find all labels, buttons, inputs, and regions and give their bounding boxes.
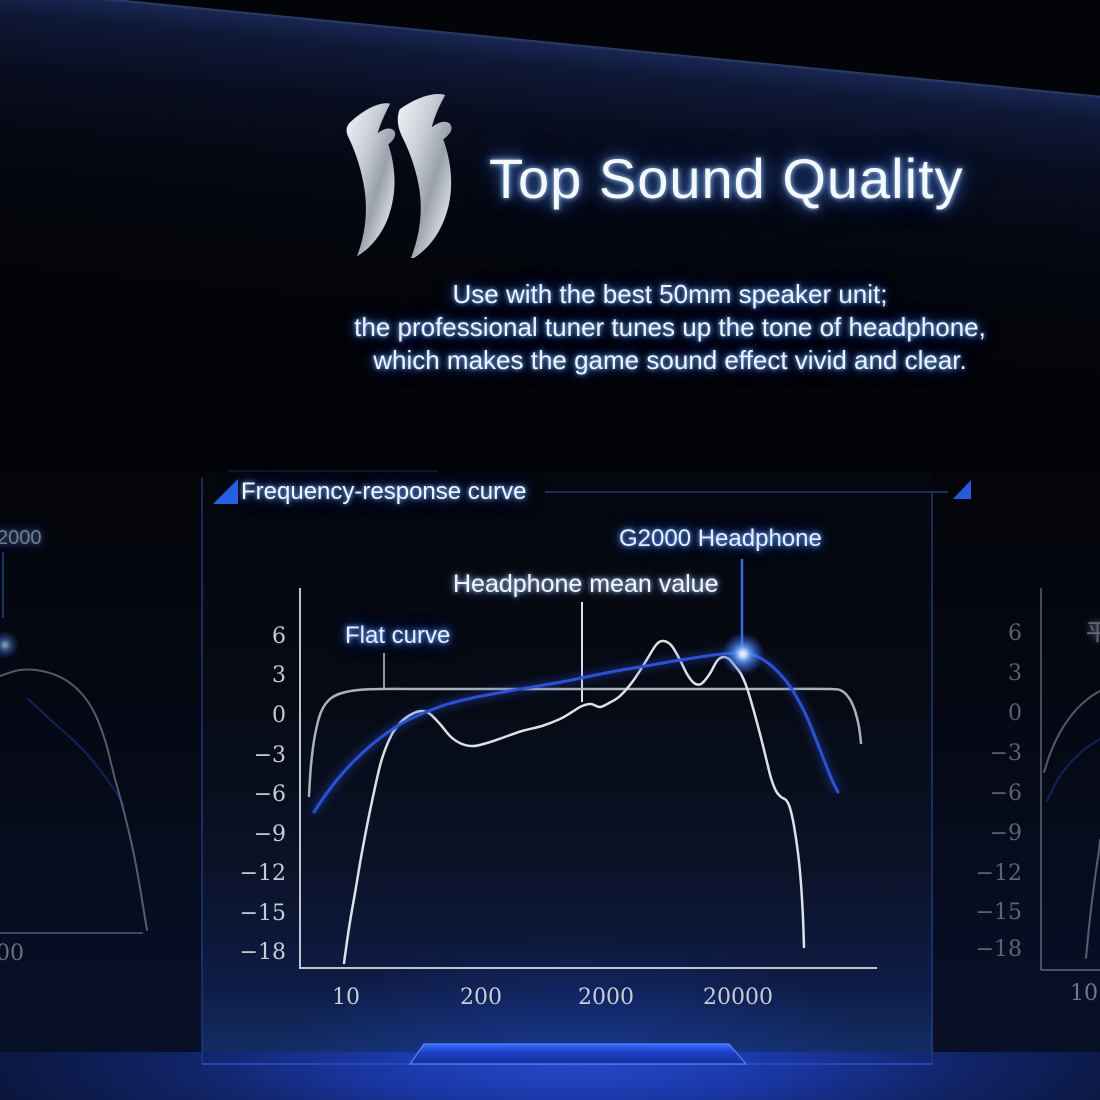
x-axis-tick: 200 (460, 985, 502, 1010)
g2000-glow-dot-core (738, 649, 748, 659)
right-fragment-x-tick: 10 (1070, 981, 1098, 1006)
flat-curve-path (307, 687, 863, 798)
g2000-curve-path (312, 651, 840, 814)
right-fragment-y-axis-tick: −15 (975, 900, 1022, 925)
mean-value-label: Headphone mean value (453, 570, 719, 598)
left-fragment-blue-curve (27, 698, 125, 807)
right-fragment-blue-curve (1046, 738, 1100, 802)
right-fragment-y-axis-tick: −9 (989, 821, 1022, 846)
subtitle-block: Use with the best 50mm speaker unit; the… (240, 278, 1100, 377)
right-fragment-y-axis-tick: −18 (975, 937, 1022, 962)
left-fragment-glow-dot (0, 630, 20, 660)
g2000-headphone-label: G2000 Headphone (619, 525, 822, 552)
chart-header: Frequency-response curve (241, 478, 527, 505)
y-axis-tick: −15 (239, 901, 286, 926)
right-fragment-y-axis-tick: −3 (989, 741, 1022, 766)
flat-curve-label: Flat curve (345, 622, 451, 649)
right-fragment-cn-label: 平 (1086, 619, 1100, 645)
x-axis-tick: 2000 (578, 985, 634, 1010)
page-title: Top Sound Quality (489, 147, 964, 210)
left-fragment-x-tick: 00 (0, 941, 24, 966)
y-axis-tick: 3 (272, 663, 286, 688)
right-fragment-y-axis-tick: 3 (1008, 661, 1022, 686)
subtitle-line-1: Use with the best 50mm speaker unit; (452, 279, 888, 309)
chart-panel (202, 472, 933, 1064)
x-axis-tick: 20000 (703, 985, 773, 1010)
right-fragment-y-axis-tick: 0 (1008, 701, 1022, 726)
right-fragment-y-axis-tick: −12 (975, 861, 1022, 886)
y-axis-tick: −18 (239, 940, 286, 965)
left-fragment-glow-dot-core (2, 642, 8, 648)
header-corner-triangle-right (953, 480, 971, 499)
y-axis-tick: 0 (272, 703, 286, 728)
double-swoosh-icon (332, 93, 477, 261)
x-axis-tick: 10 (332, 985, 360, 1010)
right-fragment-y-axis-tick: 6 (1008, 621, 1022, 646)
right-fragment-white-curve (1043, 690, 1100, 773)
y-axis-tick: −12 (239, 861, 286, 886)
y-axis-tick: −9 (253, 822, 286, 847)
left-fragment-white-curve (0, 668, 148, 931)
header-corner-triangle-left (213, 479, 238, 504)
y-axis-tick: −3 (253, 743, 286, 768)
subtitle-line-2: the professional tuner tunes up the tone… (354, 312, 986, 342)
bottom-glow-trapezoid (408, 1043, 748, 1065)
right-fragment-y-axis-tick: −6 (989, 781, 1022, 806)
y-axis-tick: −6 (253, 782, 286, 807)
left-fragment-label: 2000 (0, 527, 42, 549)
y-axis-tick: 6 (272, 624, 286, 649)
subtitle-line-3: which makes the game sound effect vivid … (373, 345, 967, 375)
panel-bottom-glow (202, 472, 933, 1064)
